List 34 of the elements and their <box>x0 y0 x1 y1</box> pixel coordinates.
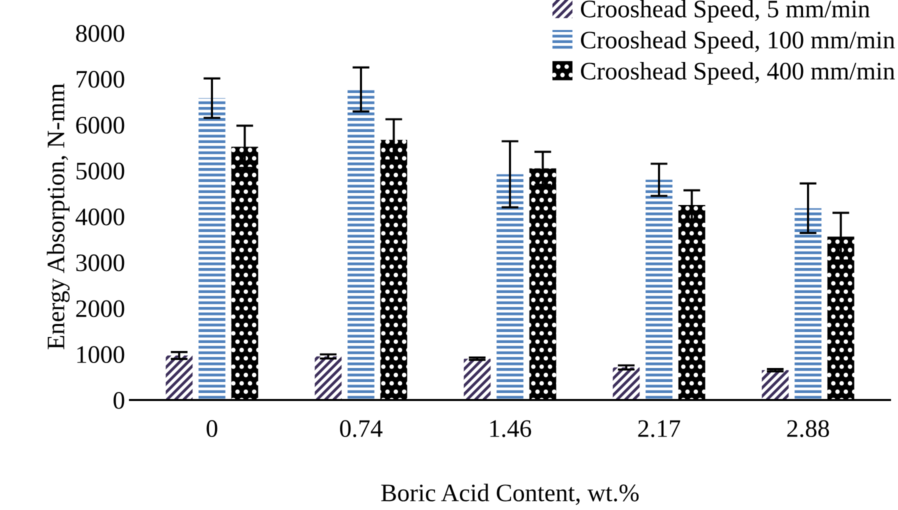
y-tick-label: 1000 <box>77 346 124 364</box>
y-tick-label: 5000 <box>76 162 124 180</box>
y-tick-label: 6000 <box>76 116 124 134</box>
y-axis-title: Energy Absorption, N-mm <box>46 83 70 350</box>
y-tick-label: 8000 <box>76 25 124 42</box>
bar <box>678 205 706 400</box>
x-tick-label: 0.74 <box>340 420 382 438</box>
bar <box>314 356 342 400</box>
bar <box>646 180 672 400</box>
bar <box>762 370 789 400</box>
legend-label: Crooshead Speed, 100 mm/min <box>580 30 895 54</box>
x-tick-label: 0 <box>206 420 218 438</box>
bar <box>827 236 854 400</box>
bar <box>464 358 491 400</box>
y-tick-label: 0 <box>114 392 124 409</box>
bar <box>529 168 556 400</box>
y-tick-label: 4000 <box>76 208 124 226</box>
bar <box>794 208 822 400</box>
legend-label: Crooshead Speed, 400 mm/min <box>580 62 895 85</box>
x-axis-title: Boric Acid Content, wt.% <box>381 484 639 505</box>
legend-label: Crooshead Speed, 5 mm/min <box>580 0 870 23</box>
bar <box>496 174 524 400</box>
bar <box>198 98 226 400</box>
x-tick-label: 2.88 <box>787 420 829 438</box>
bar <box>231 146 258 400</box>
x-tick-label: 2.17 <box>638 420 680 438</box>
bar <box>166 356 193 400</box>
bar <box>612 367 640 400</box>
y-tick-label: 3000 <box>76 254 124 272</box>
bar <box>348 89 374 400</box>
y-tick-label: 2000 <box>76 300 124 318</box>
bar <box>380 140 408 400</box>
x-tick-label: 1.46 <box>490 420 532 438</box>
y-tick-label: 7000 <box>76 70 124 88</box>
